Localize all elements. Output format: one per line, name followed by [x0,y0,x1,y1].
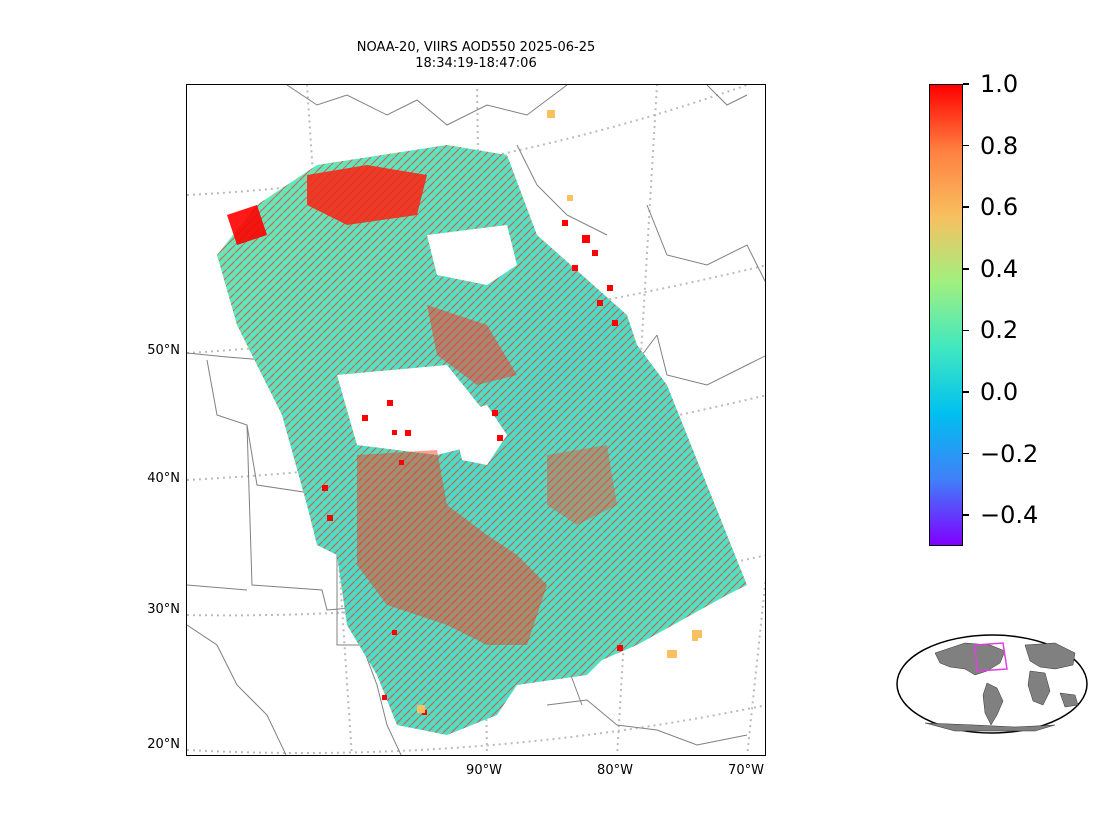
colorbar-tick [963,83,969,85]
map-panel[interactable] [186,84,766,756]
colorbar-tick [963,514,969,516]
lon-label-70w: 70°W [728,763,764,778]
globe-landmasses [924,642,1079,732]
aod-swath [217,110,747,735]
title-line-2: 18:34:19-18:47:06 [415,56,537,71]
colorbar-tick-label: 0.2 [980,316,1019,345]
lon-label-80w: 80°W [597,763,633,778]
colorbar-tick-label: 0.8 [980,131,1019,160]
colorbar-tick-label: 0.4 [980,254,1019,283]
colorbar-tick [963,329,969,332]
locator-globe [896,634,1088,734]
colorbar-tick [963,206,969,208]
extent-box [974,642,1008,672]
lat-label-50: 50°N [147,343,180,358]
colorbar-tick-label: −0.2 [980,439,1039,468]
lon-label-90w: 90°W [466,763,502,778]
colorbar-tick-label: 1.0 [980,70,1019,98]
colorbar-tick [963,268,969,270]
aod-colorbar [929,84,963,546]
colorbar-tick-label: −0.4 [980,501,1039,530]
colorbar-tick [963,391,969,393]
lat-label-30: 30°N [147,602,180,617]
colorbar-tick-label: 0.6 [980,193,1019,222]
lat-label-20: 20°N [147,737,180,752]
colorbar-tick-label: 0.0 [980,378,1019,406]
colorbar-tick [963,452,969,455]
colorbar-tick [963,144,969,147]
map-canvas [187,85,765,755]
map-title: NOAA-20, VIIRS AOD550 2025-06-25 18:34:1… [186,40,766,72]
lat-label-40: 40°N [147,471,180,486]
title-line-1: NOAA-20, VIIRS AOD550 2025-06-25 [356,40,596,55]
